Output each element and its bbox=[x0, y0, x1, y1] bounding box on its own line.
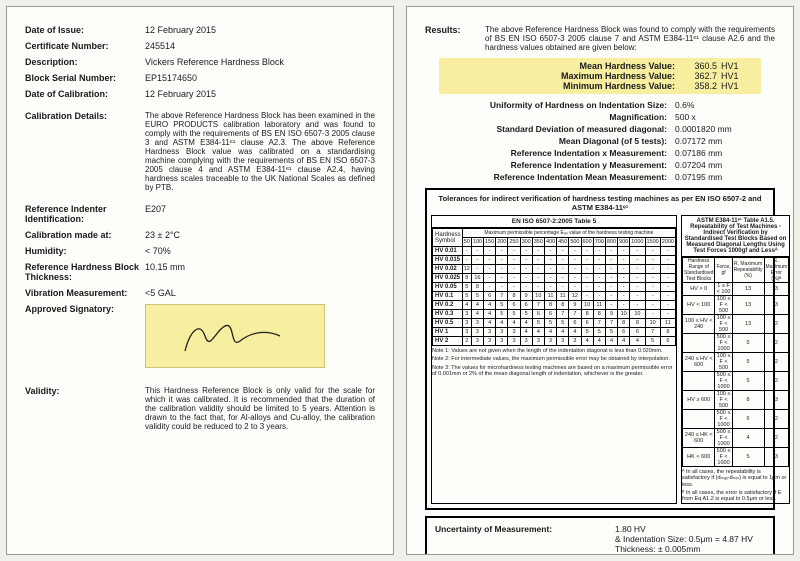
humidity-label: Humidity: bbox=[25, 246, 145, 256]
uncertainty-label: Uncertainty of Measurement: bbox=[435, 524, 615, 534]
hardness-highlight-box: Mean Hardness Value:360.5HV1 Maximum Har… bbox=[439, 58, 761, 94]
stddev-value: 0.0001820 mm bbox=[675, 124, 775, 134]
certificate-page-left: Date of Issue:12 February 2015 Certifica… bbox=[6, 6, 394, 555]
validity-label: Validity: bbox=[25, 386, 145, 431]
tolerance-left-table: Hardness SymbolMaximum permissible perce… bbox=[432, 228, 676, 346]
cal-at-value: 23 ± 2°C bbox=[145, 230, 375, 240]
uncertainty-box: Uncertainty of Measurement:1.80 HV & Ind… bbox=[425, 516, 775, 555]
indenter-value: E207 bbox=[145, 204, 375, 224]
max-value: 362.7 bbox=[681, 71, 721, 81]
uncertainty-hv: 1.80 HV bbox=[615, 524, 646, 534]
date-of-issue-value: 12 February 2015 bbox=[145, 25, 375, 35]
meandiag-value: 0.07172 mm bbox=[675, 136, 775, 146]
description-value: Vickers Reference Hardness Block bbox=[145, 57, 375, 67]
stddev-label: Standard Deviation of measured diagonal: bbox=[425, 124, 675, 134]
tolerance-right-table: Hardness Range of Standardised Test Bloc… bbox=[682, 257, 789, 467]
mean-label: Mean Hardness Value: bbox=[439, 61, 681, 71]
validity-value: This Hardness Reference Block is only va… bbox=[145, 386, 375, 431]
tolerance-left-col: EN ISO 6507-2:2005 Table 5 Hardness Symb… bbox=[431, 215, 677, 504]
tol-right-header: ASTM E384-11ᵉ¹ Table A1.5. Repeatability… bbox=[682, 216, 789, 257]
tolerance-right-col: ASTM E384-11ᵉ¹ Table A1.5. Repeatability… bbox=[681, 215, 790, 504]
date-cal-label: Date of Calibration: bbox=[25, 89, 145, 99]
date-of-issue-label: Date of Issue: bbox=[25, 25, 145, 35]
thickness-label: Reference Hardness Block Thickness: bbox=[25, 262, 145, 282]
cert-no-value: 245514 bbox=[145, 41, 375, 51]
tol-right-noteA: ᴬ In all cases, the repeatability is sat… bbox=[682, 469, 789, 488]
certificate-page-right: Results: The above Reference Hardness Bl… bbox=[406, 6, 794, 555]
cal-details-value: The above Reference Hardness Block has b… bbox=[145, 111, 375, 192]
meandiag-label: Mean Diagonal (of 5 tests): bbox=[425, 136, 675, 146]
min-value: 358.2 bbox=[681, 81, 721, 91]
uncertainty-thick: Thickness: ± 0.005mm bbox=[615, 544, 700, 554]
min-label: Minimum Hardness Value: bbox=[439, 81, 681, 91]
max-label: Maximum Hardness Value: bbox=[439, 71, 681, 81]
serial-label: Block Serial Number: bbox=[25, 73, 145, 83]
indenter-label: Reference Indenter Identification: bbox=[25, 204, 145, 224]
refx-value: 0.07186 mm bbox=[675, 148, 775, 158]
humidity-value: < 70% bbox=[145, 246, 375, 256]
signatory-label: Approved Signatory: bbox=[25, 304, 145, 368]
tol-left-note2: Note 2: For intermediate values, the max… bbox=[432, 356, 676, 362]
mean-value: 360.5 bbox=[681, 61, 721, 71]
magnification-value: 500 x bbox=[675, 112, 775, 122]
tol-left-note1: Note 1: Values are not given when the le… bbox=[432, 348, 676, 354]
thickness-value: 10.15 mm bbox=[145, 262, 375, 282]
date-cal-value: 12 February 2015 bbox=[145, 89, 375, 99]
vibration-label: Vibration Measurement: bbox=[25, 288, 145, 298]
uniformity-label: Uniformity of Hardness on Indentation Si… bbox=[425, 100, 675, 110]
tol-left-note3: Note 3: The values for microhardness tes… bbox=[432, 365, 676, 378]
refmean-label: Reference Indentation Mean Measurement: bbox=[425, 172, 675, 182]
results-label: Results: bbox=[425, 25, 485, 52]
tol-right-noteB: ᴮ In all cases, the error is satisfactor… bbox=[682, 490, 789, 503]
max-unit: HV1 bbox=[721, 71, 761, 81]
refmean-value: 0.07195 mm bbox=[675, 172, 775, 182]
signature-icon bbox=[170, 311, 300, 361]
serial-value: EP15174650 bbox=[145, 73, 375, 83]
cal-details-label: Calibration Details: bbox=[25, 111, 145, 192]
cal-at-label: Calibration made at: bbox=[25, 230, 145, 240]
min-unit: HV1 bbox=[721, 81, 761, 91]
signature-box bbox=[145, 304, 325, 368]
uncertainty-indent: & Indentation Size: 0.5μm = 4.87 HV bbox=[615, 534, 753, 544]
uniformity-value: 0.6% bbox=[675, 100, 775, 110]
refy-value: 0.07204 mm bbox=[675, 160, 775, 170]
mean-unit: HV1 bbox=[721, 61, 761, 71]
tolerance-title: Tolerances for indirect verification of … bbox=[431, 194, 769, 212]
vibration-value: <5 GAL bbox=[145, 288, 375, 298]
cert-no-label: Certificate Number: bbox=[25, 41, 145, 51]
description-label: Description: bbox=[25, 57, 145, 67]
refy-label: Reference Indentation y Measurement: bbox=[425, 160, 675, 170]
refx-label: Reference Indentation x Measurement: bbox=[425, 148, 675, 158]
tol-left-header: EN ISO 6507-2:2005 Table 5 bbox=[432, 216, 676, 228]
magnification-label: Magnification: bbox=[425, 112, 675, 122]
results-intro: The above Reference Hardness Block was f… bbox=[485, 25, 775, 52]
tolerance-box: Tolerances for indirect verification of … bbox=[425, 188, 775, 510]
